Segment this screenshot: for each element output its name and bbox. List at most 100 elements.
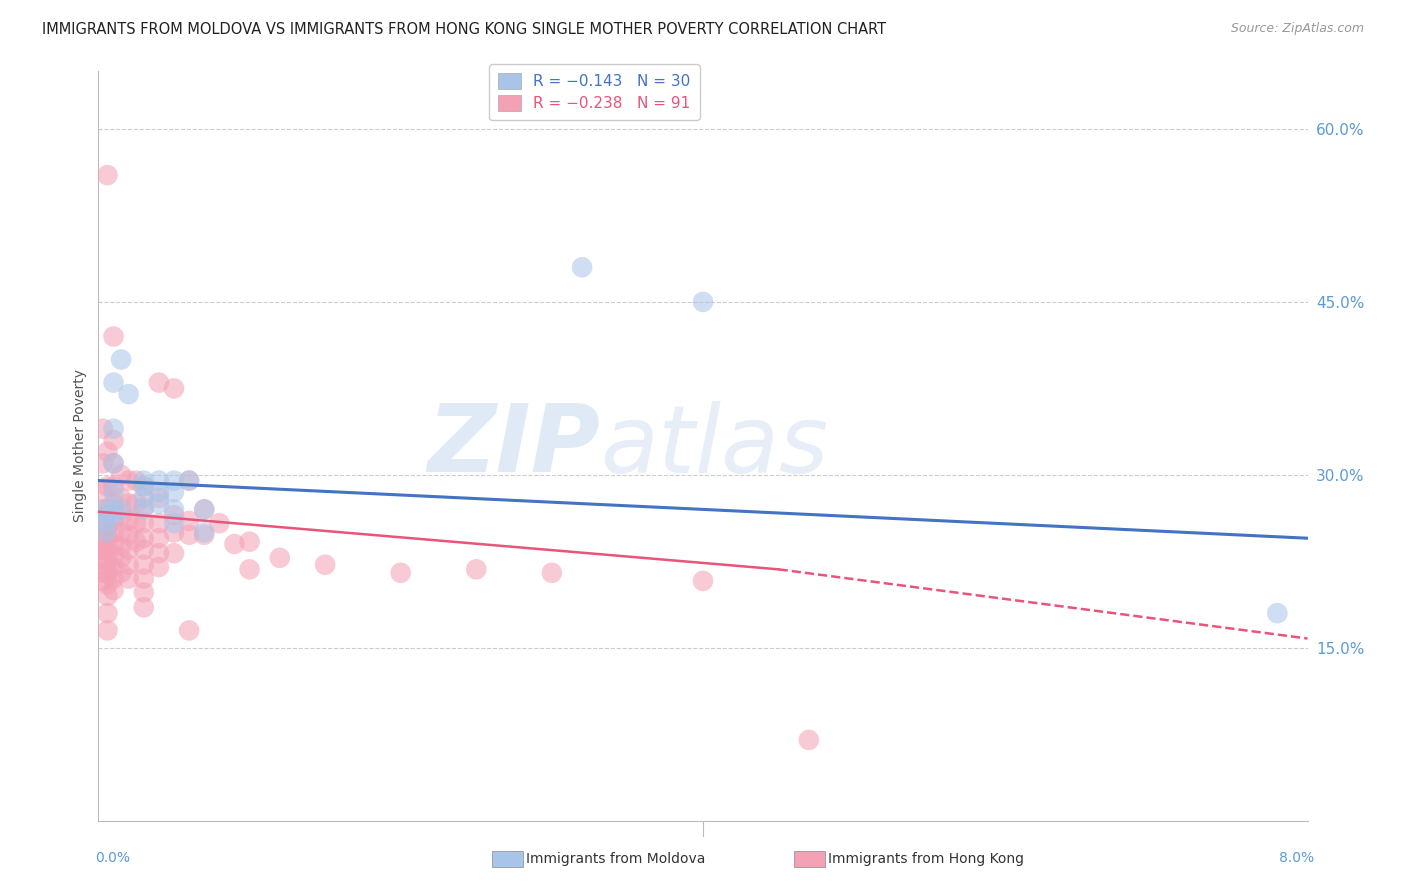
Point bbox=[125, 516, 148, 531]
Point bbox=[163, 381, 186, 395]
Point bbox=[148, 546, 170, 560]
Point bbox=[239, 562, 262, 576]
Point bbox=[163, 485, 186, 500]
Point bbox=[91, 422, 114, 436]
Point bbox=[110, 539, 132, 553]
Point bbox=[91, 550, 114, 565]
Point bbox=[208, 516, 231, 531]
Legend: R = −0.143   N = 30, R = −0.238   N = 91: R = −0.143 N = 30, R = −0.238 N = 91 bbox=[489, 64, 700, 120]
Point bbox=[692, 574, 714, 588]
Point bbox=[132, 558, 155, 572]
Point bbox=[91, 531, 114, 545]
Point bbox=[103, 376, 125, 390]
Point bbox=[148, 560, 170, 574]
Point bbox=[132, 479, 155, 493]
Point bbox=[132, 502, 155, 516]
Point bbox=[148, 474, 170, 488]
Point bbox=[571, 260, 593, 275]
Point bbox=[465, 562, 488, 576]
Point bbox=[103, 514, 125, 528]
Point bbox=[103, 485, 125, 500]
Point bbox=[103, 525, 125, 540]
Text: 0.0%: 0.0% bbox=[96, 851, 131, 865]
Point bbox=[132, 572, 155, 586]
Point bbox=[132, 516, 155, 531]
Point bbox=[118, 528, 141, 542]
Point bbox=[110, 352, 132, 367]
Point bbox=[118, 572, 141, 586]
Point bbox=[94, 516, 117, 531]
Point bbox=[179, 514, 201, 528]
Point bbox=[163, 502, 186, 516]
Point bbox=[1267, 606, 1289, 620]
Point bbox=[96, 554, 118, 568]
Point bbox=[148, 376, 170, 390]
Point bbox=[163, 546, 186, 560]
Point bbox=[179, 474, 201, 488]
Point bbox=[163, 474, 186, 488]
Point bbox=[91, 566, 114, 580]
Point bbox=[193, 502, 215, 516]
Point bbox=[103, 560, 125, 574]
Point bbox=[148, 491, 170, 505]
Point bbox=[91, 485, 114, 500]
Point bbox=[132, 600, 155, 615]
Point bbox=[163, 516, 186, 531]
Point bbox=[148, 531, 170, 545]
Point bbox=[91, 514, 114, 528]
Point bbox=[125, 497, 148, 511]
Point bbox=[103, 422, 125, 436]
Point bbox=[91, 542, 114, 557]
Point bbox=[94, 502, 117, 516]
Point bbox=[110, 508, 132, 523]
Point bbox=[179, 528, 201, 542]
Point bbox=[148, 485, 170, 500]
Point bbox=[103, 456, 125, 470]
Point bbox=[103, 434, 125, 448]
Point bbox=[118, 558, 141, 572]
Point bbox=[148, 497, 170, 511]
Point bbox=[148, 516, 170, 531]
Point bbox=[179, 624, 201, 638]
Point bbox=[94, 508, 117, 523]
Point bbox=[193, 502, 215, 516]
Y-axis label: Single Mother Poverty: Single Mother Poverty bbox=[73, 369, 87, 523]
Point bbox=[103, 329, 125, 343]
Point bbox=[103, 549, 125, 563]
Point bbox=[103, 572, 125, 586]
Point bbox=[163, 525, 186, 540]
Point bbox=[91, 537, 114, 551]
Point bbox=[118, 497, 141, 511]
Point bbox=[389, 566, 412, 580]
Point bbox=[179, 474, 201, 488]
Point bbox=[125, 534, 148, 549]
Point bbox=[96, 519, 118, 533]
Point bbox=[103, 497, 125, 511]
Point bbox=[96, 577, 118, 591]
Point bbox=[132, 479, 155, 493]
Point bbox=[103, 537, 125, 551]
Text: 8.0%: 8.0% bbox=[1279, 851, 1315, 865]
Text: ZIP: ZIP bbox=[427, 400, 600, 492]
Point bbox=[103, 502, 125, 516]
Point bbox=[91, 502, 114, 516]
Text: atlas: atlas bbox=[600, 401, 828, 491]
Point bbox=[224, 537, 246, 551]
Point bbox=[96, 502, 118, 516]
Point bbox=[118, 542, 141, 557]
Point bbox=[110, 525, 132, 540]
Point bbox=[239, 534, 262, 549]
Point bbox=[94, 525, 117, 540]
Text: Immigrants from Hong Kong: Immigrants from Hong Kong bbox=[828, 852, 1024, 866]
Point bbox=[163, 508, 186, 523]
Point bbox=[132, 542, 155, 557]
Point bbox=[96, 168, 118, 182]
Point bbox=[118, 387, 141, 401]
Point bbox=[314, 558, 336, 572]
Point bbox=[193, 528, 215, 542]
Point bbox=[540, 566, 562, 580]
Point bbox=[692, 294, 714, 309]
Point bbox=[110, 491, 132, 505]
Point bbox=[91, 456, 114, 470]
Text: Source: ZipAtlas.com: Source: ZipAtlas.com bbox=[1230, 22, 1364, 36]
